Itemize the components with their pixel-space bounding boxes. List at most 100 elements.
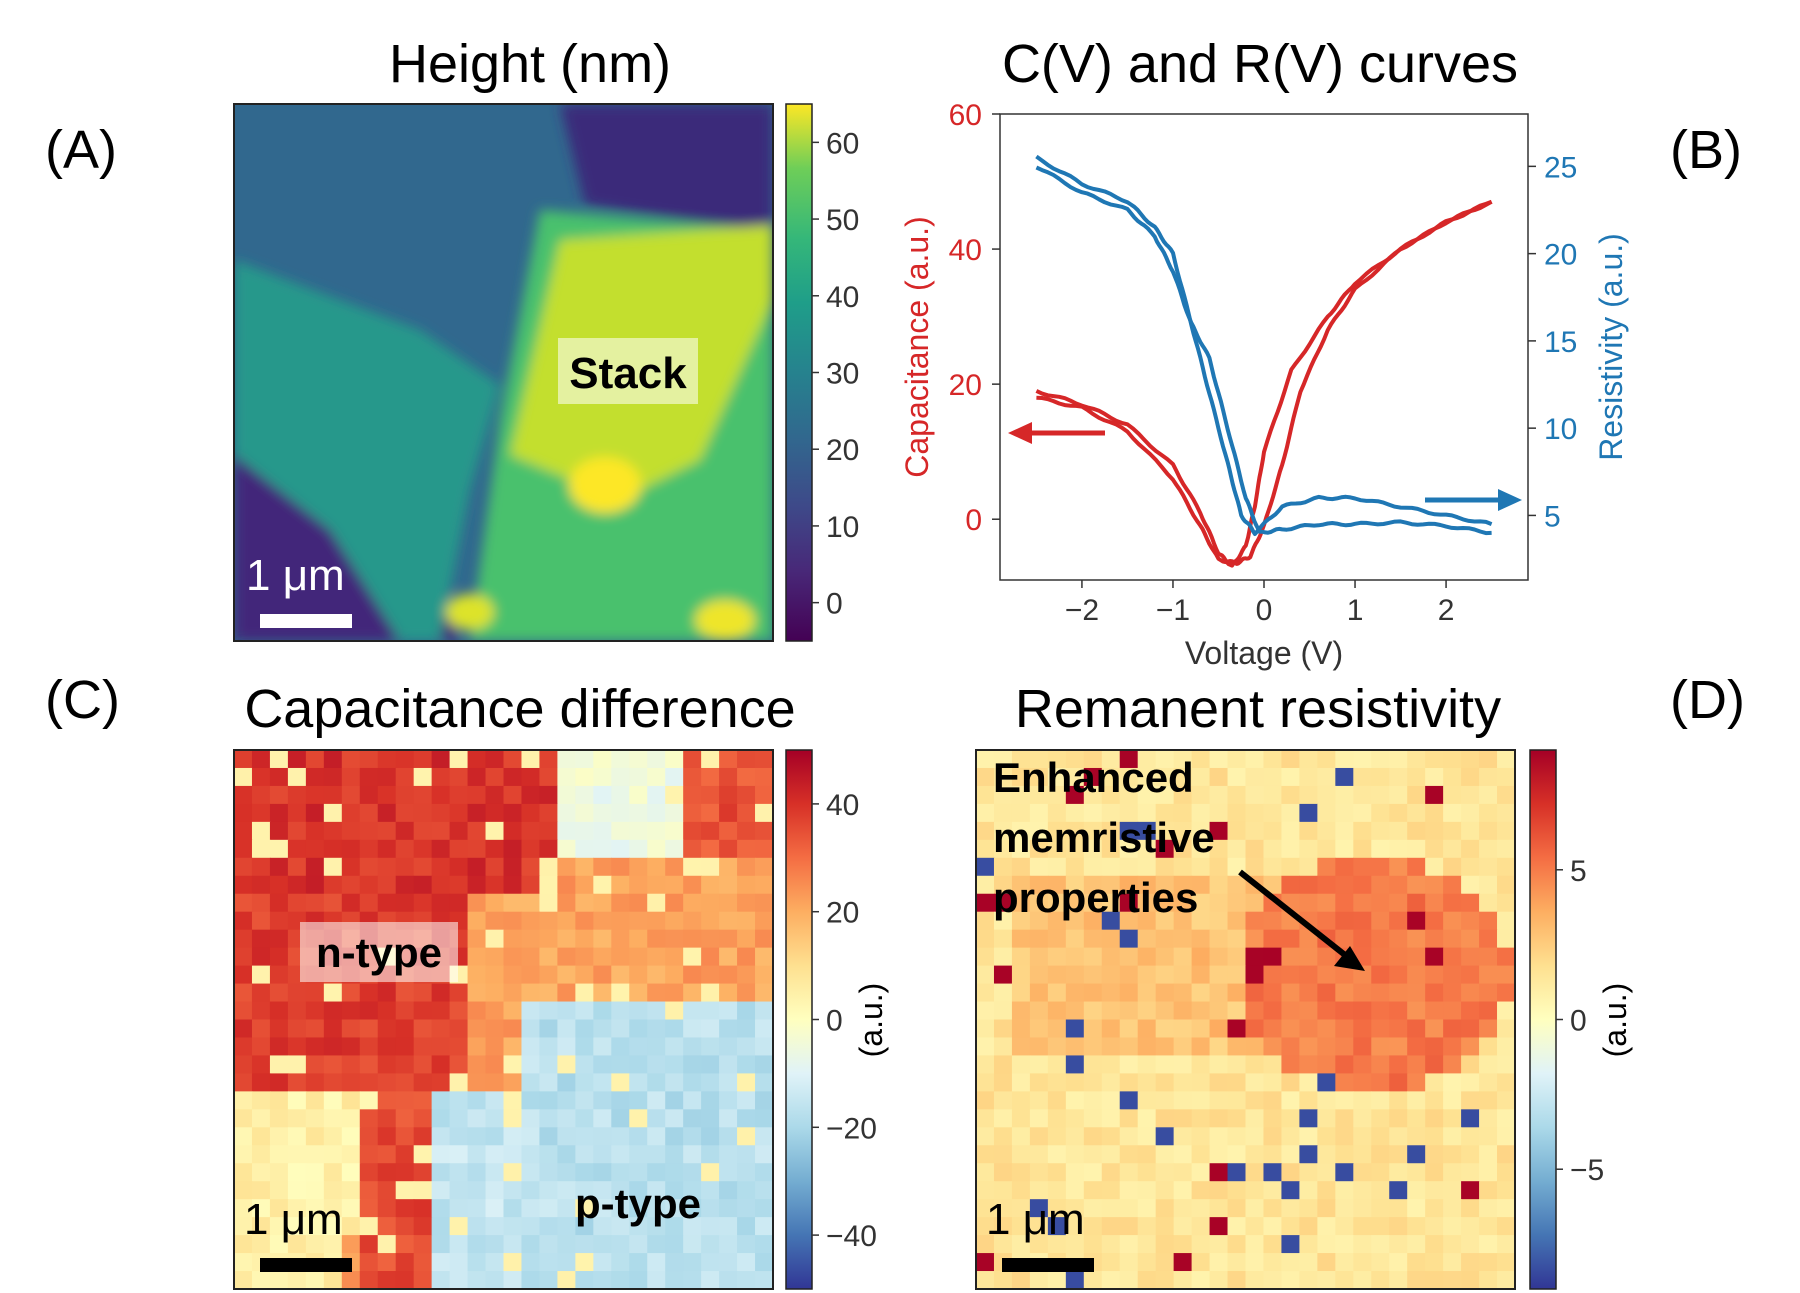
map-pixel [1191,767,1211,787]
map-pixel [395,767,415,787]
map-pixel [1389,1145,1408,1164]
map-pixel [611,1055,630,1074]
map-pixel [251,750,271,769]
map-pixel [665,1037,684,1057]
map-pixel [1371,1217,1390,1236]
map-pixel [1083,875,1103,895]
map-pixel [557,857,576,877]
map-pixel [611,1127,630,1146]
map-pixel [503,1199,523,1218]
map-pixel [755,875,774,895]
map-pixel [1299,929,1318,949]
map-pixel [1029,750,1049,769]
map-pixel [593,1109,612,1128]
map-pixel [993,983,1013,1003]
map-pixel [1011,929,1031,949]
map-pixel [305,785,325,805]
map-pixel [629,1271,648,1290]
map-pixel [701,965,720,985]
map-pixel [1317,821,1336,841]
map-pixel [1011,767,1031,787]
map-pixel [485,893,505,913]
map-pixel [467,1253,487,1272]
map-pixel [1137,1073,1157,1092]
map-pixel [1317,1253,1336,1272]
map-pixel [1047,1037,1067,1057]
map-pixel [1011,1163,1031,1182]
map-pixel [377,1019,397,1039]
map-pixel [1317,767,1336,787]
map-pixel [1443,1145,1462,1164]
map-pixel [683,1217,702,1236]
panel-c-scale-bar [260,1258,352,1272]
map-pixel [431,1055,451,1074]
map-pixel [755,839,774,859]
map-pixel [976,965,995,985]
map-pixel [449,1253,469,1272]
map-pixel [1173,1019,1193,1039]
map-pixel [557,1253,576,1272]
map-pixel [1263,1109,1283,1128]
map-pixel [683,1235,702,1254]
map-pixel [1245,1217,1265,1236]
map-pixel [1011,1145,1031,1164]
map-pixel [1083,1217,1103,1236]
map-pixel [976,1217,995,1236]
map-pixel [1029,1055,1049,1074]
map-pixel [251,767,271,787]
map-pixel [993,1091,1013,1110]
map-pixel [1389,893,1408,913]
map-pixel [1281,1235,1300,1254]
map-pixel [359,767,379,787]
map-pixel [1335,875,1354,895]
map-pixel [993,1037,1013,1057]
panel-c: (C) Capacitance difference n-type p-type… [45,670,889,1290]
map-pixel [1497,911,1516,931]
map-pixel [1479,857,1498,877]
map-pixel [234,839,253,859]
n-type-label-box [300,922,458,982]
map-pixel [1281,1199,1300,1218]
map-pixel [1155,767,1175,787]
map-pixel [485,803,505,823]
map-pixel [993,1271,1013,1290]
map-pixel [719,1163,738,1182]
map-pixel [1245,1127,1265,1146]
map-pixel [1353,1127,1372,1146]
map-pixel [467,821,487,841]
map-pixel [1263,1127,1283,1146]
map-pixel [1263,1091,1283,1110]
map-pixel [323,821,343,841]
x-tick-label: −2 [1065,594,1099,627]
map-pixel [701,839,720,859]
map-pixel [701,1145,720,1164]
map-pixel [1083,803,1103,823]
map-pixel [1353,965,1372,985]
map-pixel [1137,1055,1157,1074]
map-pixel [1425,1073,1444,1092]
map-pixel [737,750,756,769]
map-pixel [1425,1001,1444,1021]
map-pixel [287,1019,307,1039]
map-pixel [1029,785,1049,805]
map-pixel [467,929,487,949]
map-pixel [359,803,379,823]
map-pixel [993,1181,1013,1200]
map-pixel [1065,785,1085,805]
map-pixel [1461,857,1480,877]
map-pixel [1335,1001,1354,1021]
map-pixel [1155,947,1175,967]
map-pixel [1281,1109,1300,1128]
map-pixel [251,911,271,931]
map-pixel [976,1055,995,1074]
map-pixel [719,1127,738,1146]
map-pixel [683,857,702,877]
map-pixel [539,893,558,913]
map-pixel [1263,1217,1283,1236]
map-pixel [539,1253,558,1272]
map-pixel [976,875,995,895]
map-pixel [1137,1217,1157,1236]
map-pixel [1425,1109,1444,1128]
map-pixel [665,803,684,823]
map-pixel [377,1271,397,1290]
